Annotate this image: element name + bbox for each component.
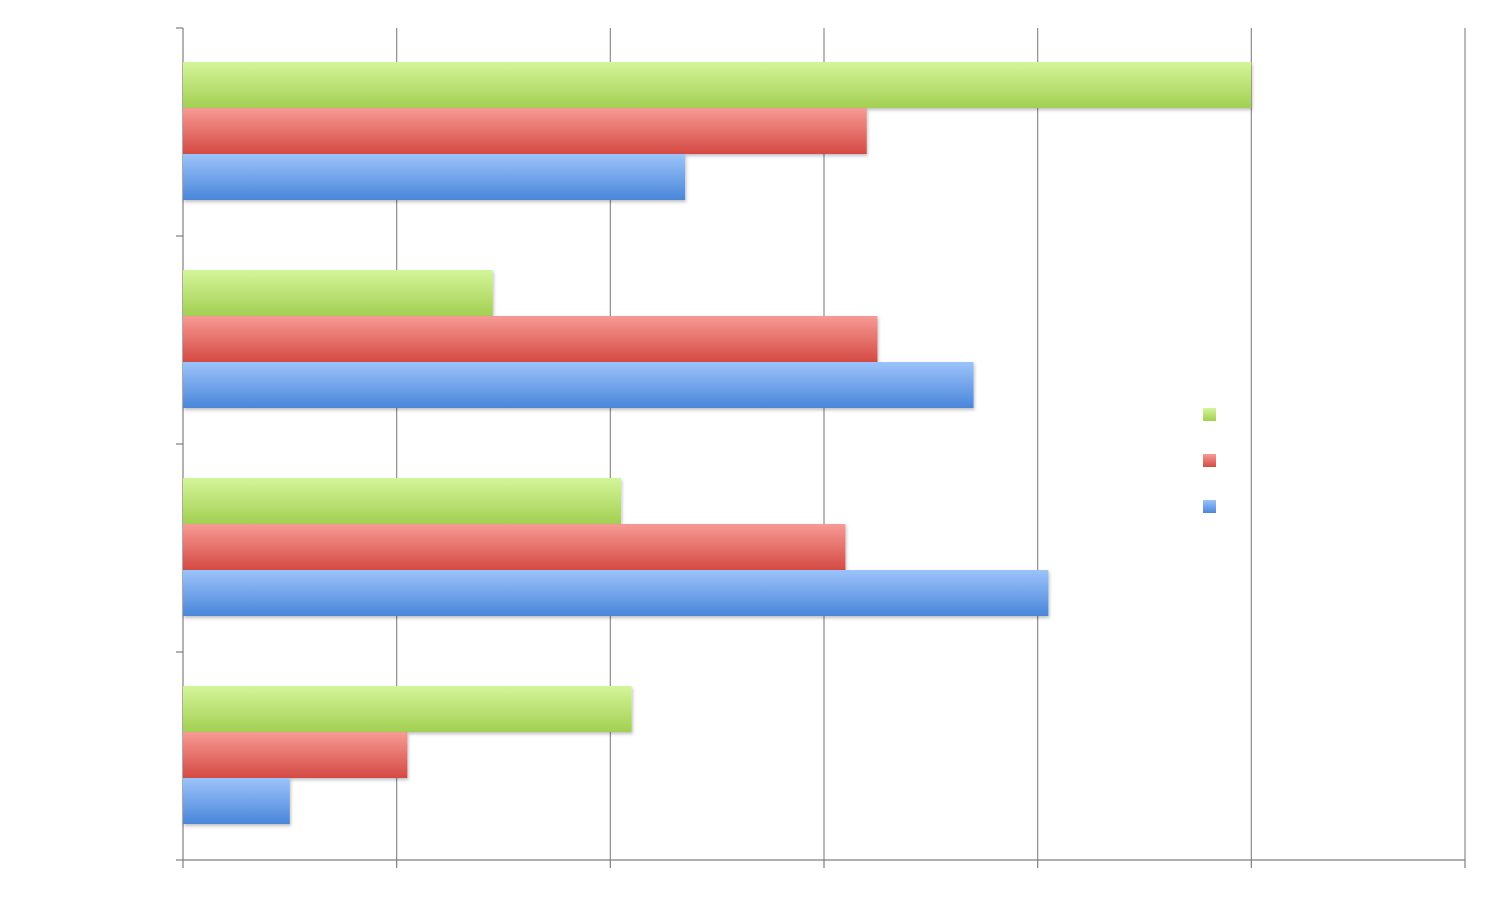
- bar-series2-cat3: [183, 524, 846, 570]
- legend: [1203, 408, 1216, 513]
- bar-series3-cat4: [183, 778, 290, 824]
- bar-series2-cat1: [183, 108, 867, 154]
- bar-series2-cat4: [183, 732, 408, 778]
- bar-series1-cat3: [183, 478, 622, 524]
- legend-marker-series1: [1203, 408, 1216, 421]
- bar-series2-cat2: [183, 316, 878, 362]
- bar-series1-cat2: [183, 270, 493, 316]
- bar-series1-cat4: [183, 686, 632, 732]
- legend-marker-series2: [1203, 454, 1216, 467]
- bars: [183, 62, 1252, 824]
- bar-series3-cat1: [183, 154, 686, 200]
- bar-series3-cat2: [183, 362, 974, 408]
- legend-marker-series3: [1203, 500, 1216, 513]
- bar-series3-cat3: [183, 570, 1049, 616]
- bar-series1-cat1: [183, 62, 1252, 108]
